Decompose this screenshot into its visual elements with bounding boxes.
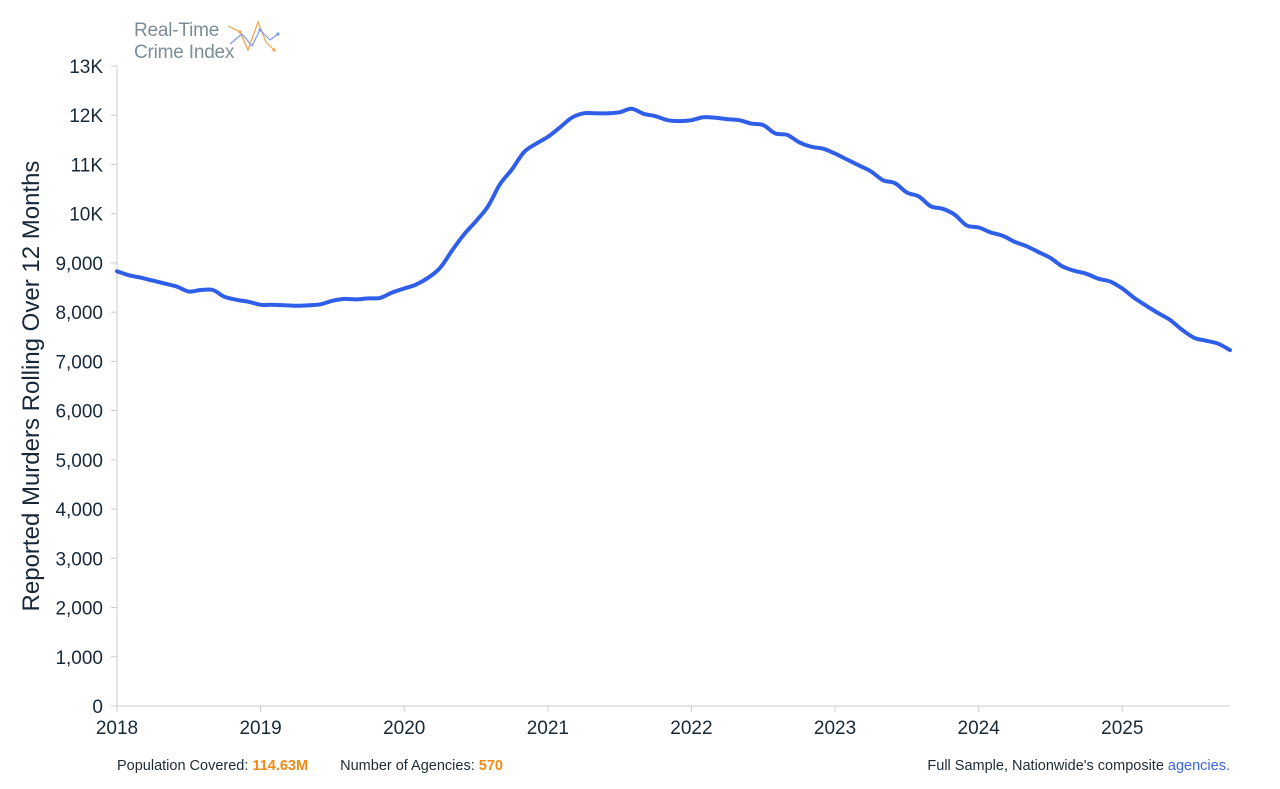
y-tick-label: 9,000: [55, 254, 103, 275]
y-tick-label: 8,000: [55, 303, 103, 324]
footer-sample-note: Full Sample, Nationwide's composite agen…: [927, 758, 1230, 774]
population-value: 114.63M: [252, 758, 309, 774]
y-tick-label: 2,000: [55, 599, 103, 620]
x-tick-label: 2024: [958, 718, 1001, 739]
y-tick-label: 4,000: [55, 500, 103, 521]
series-line: [115, 106, 1232, 353]
y-axis-label: Reported Murders Rolling Over 12 Months: [18, 161, 45, 612]
y-tick-label: 1,000: [55, 648, 103, 669]
y-tick-label: 3,000: [55, 549, 103, 570]
logo-title-line1: Real-Time: [134, 20, 220, 41]
y-tick-label: 0: [92, 697, 103, 718]
y-tick-label: 13K: [69, 57, 103, 78]
y-tick-label: 11K: [71, 155, 104, 176]
population-label: Population Covered:: [117, 758, 249, 774]
logo-title-line2: Crime Index: [134, 42, 235, 63]
y-tick-label: 12K: [69, 106, 103, 127]
footer-stats: Population Covered: 114.63M Number of Ag…: [117, 758, 503, 774]
agencies-link[interactable]: agencies.: [1167, 758, 1230, 774]
x-tick-label: 2019: [239, 718, 281, 739]
y-tick-label: 7,000: [55, 352, 103, 373]
x-axis-ticks: 2018 2019 2020 2021 2022 2023 2024 2025: [96, 706, 1143, 739]
agencies-label: Number of Agencies:: [340, 758, 475, 774]
y-tick-label: 10K: [69, 205, 103, 226]
sample-text: Full Sample, Nationwide's composite: [927, 758, 1164, 774]
agencies-value: 570: [478, 758, 503, 774]
y-tick-label: 5,000: [55, 451, 103, 472]
zigzag-line-icon: [227, 20, 280, 52]
real-time-crime-index-logo: Real-Time Crime Index: [134, 20, 280, 64]
y-axis-ticks: 0 1,000 2,000 3,000 4,000 5,000 6,000 7,000 8,00…: [55, 57, 117, 718]
x-tick-label: 2018: [96, 718, 138, 739]
x-tick-label: 2020: [383, 718, 425, 739]
x-tick-label: 2025: [1101, 718, 1143, 739]
x-tick-label: 2022: [670, 718, 712, 739]
y-tick-label: 6,000: [55, 402, 103, 423]
x-tick-label: 2023: [814, 718, 856, 739]
x-tick-label: 2021: [527, 718, 569, 739]
